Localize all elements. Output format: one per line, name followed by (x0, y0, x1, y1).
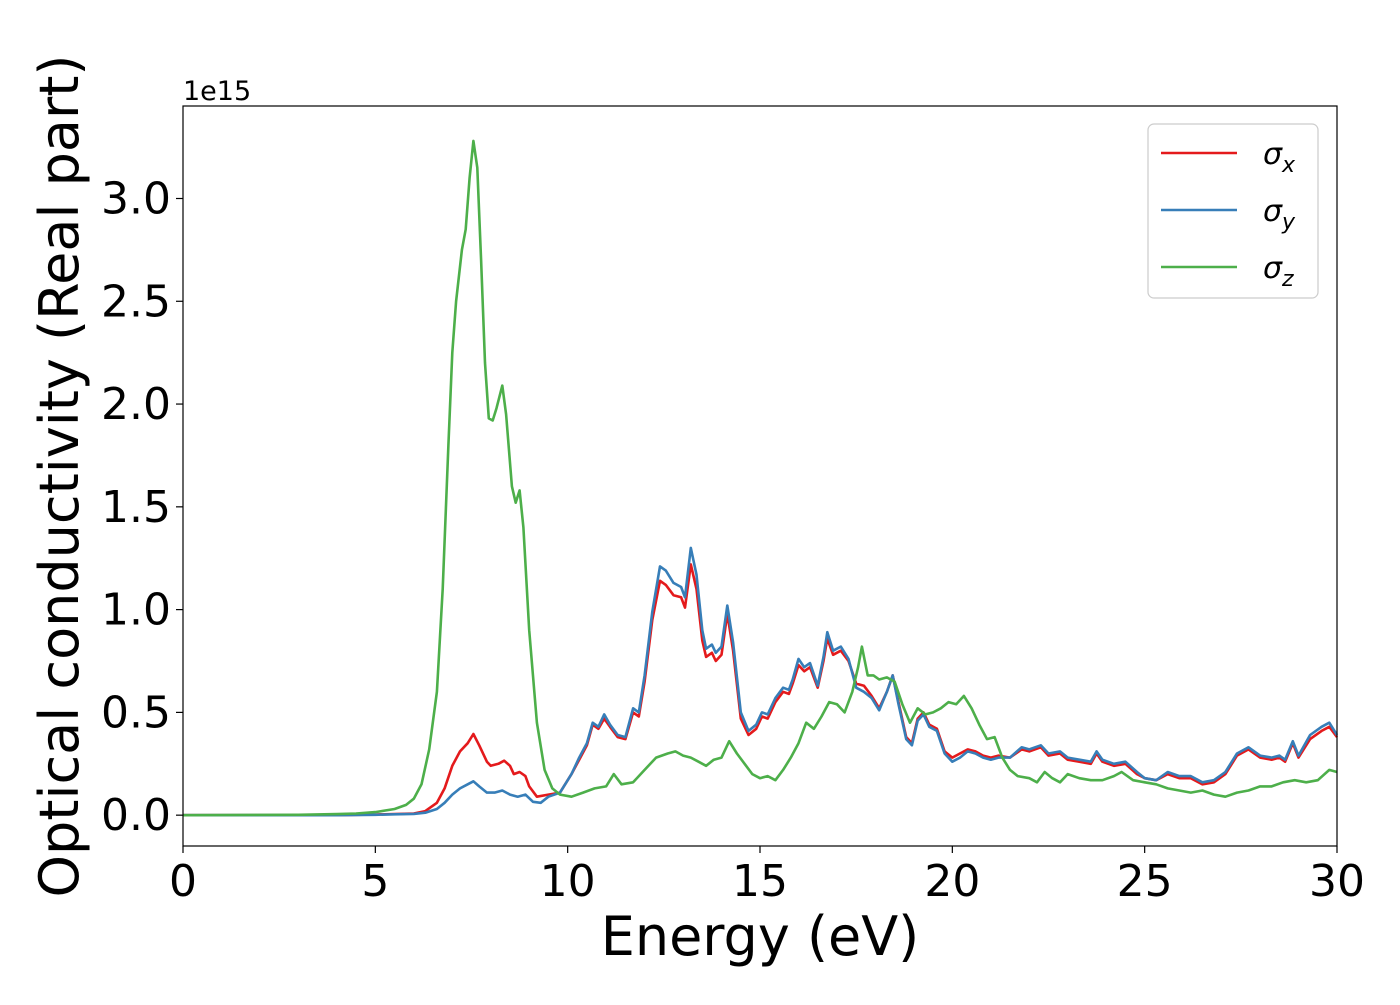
series-line-z (182, 139, 1338, 817)
x-axis-ticks: 0 5 10 15 20 25 30 (169, 846, 1365, 907)
x-tick-label: 5 (361, 856, 389, 907)
y-tick-label: 1.5 (101, 482, 171, 533)
y-axis-title: Optical conductivity (Real part) (28, 55, 91, 898)
y-tick-label: 1.0 (101, 585, 171, 636)
y-tick-label: 0.5 (101, 687, 171, 738)
series-layer (182, 139, 1339, 817)
y-tick-label: 0.0 (101, 790, 171, 841)
series-line-y (183, 546, 1339, 817)
x-tick-label: 20 (924, 856, 980, 907)
y-axis-ticks: 0.0 0.5 1.0 1.5 2.0 2.5 3.0 (101, 174, 183, 841)
y-tick-label: 2.0 (101, 379, 171, 430)
series-line-x (183, 563, 1339, 817)
x-tick-label: 30 (1309, 856, 1365, 907)
y-tick-label: 3.0 (101, 174, 171, 225)
x-tick-label: 0 (169, 856, 197, 907)
x-tick-label: 15 (732, 856, 788, 907)
y-offset-label: 1e15 (183, 76, 251, 107)
x-tick-label: 25 (1117, 856, 1173, 907)
x-tick-label: 10 (540, 856, 596, 907)
x-axis-title: Energy (eV) (601, 905, 920, 968)
y-tick-label: 2.5 (101, 276, 171, 327)
